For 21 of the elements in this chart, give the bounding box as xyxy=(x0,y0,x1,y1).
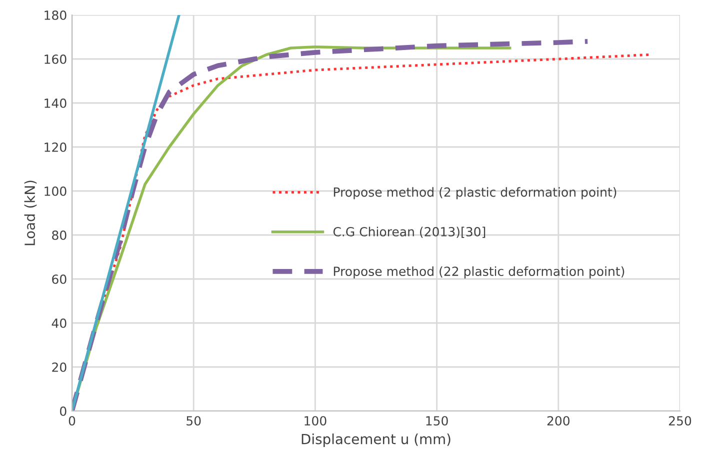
legend-label: C.G Chiorean (2013)[30] xyxy=(333,226,486,238)
y-tick-label: 60 xyxy=(52,274,66,284)
y-tick-label: 120 xyxy=(44,142,66,152)
y-tick-label: 0 xyxy=(60,406,66,416)
y-tick-label: 140 xyxy=(44,98,66,108)
y-axis-title: Load (kN) xyxy=(24,180,37,246)
x-tick-label: 50 xyxy=(186,416,201,426)
y-tick-label: 40 xyxy=(52,318,66,328)
y-tick-label: 80 xyxy=(52,230,66,240)
x-tick-label: 0 xyxy=(68,416,76,426)
y-tick-label: 20 xyxy=(52,362,66,372)
y-tick-label: 160 xyxy=(44,54,66,64)
y-tick-label: 180 xyxy=(44,10,66,20)
x-tick-label: 250 xyxy=(668,416,692,426)
x-tick-label: 200 xyxy=(547,416,570,426)
y-tick-label: 100 xyxy=(44,186,66,196)
x-tick-label: 150 xyxy=(426,416,448,426)
legend-label: Propose method (2 plastic deformation point) xyxy=(334,187,616,200)
x-tick-label: 100 xyxy=(304,416,326,426)
legend-label: Propose method (22 plastic deformation point) xyxy=(334,266,624,278)
x-axis-title: Displacement u (mm) xyxy=(302,434,450,447)
